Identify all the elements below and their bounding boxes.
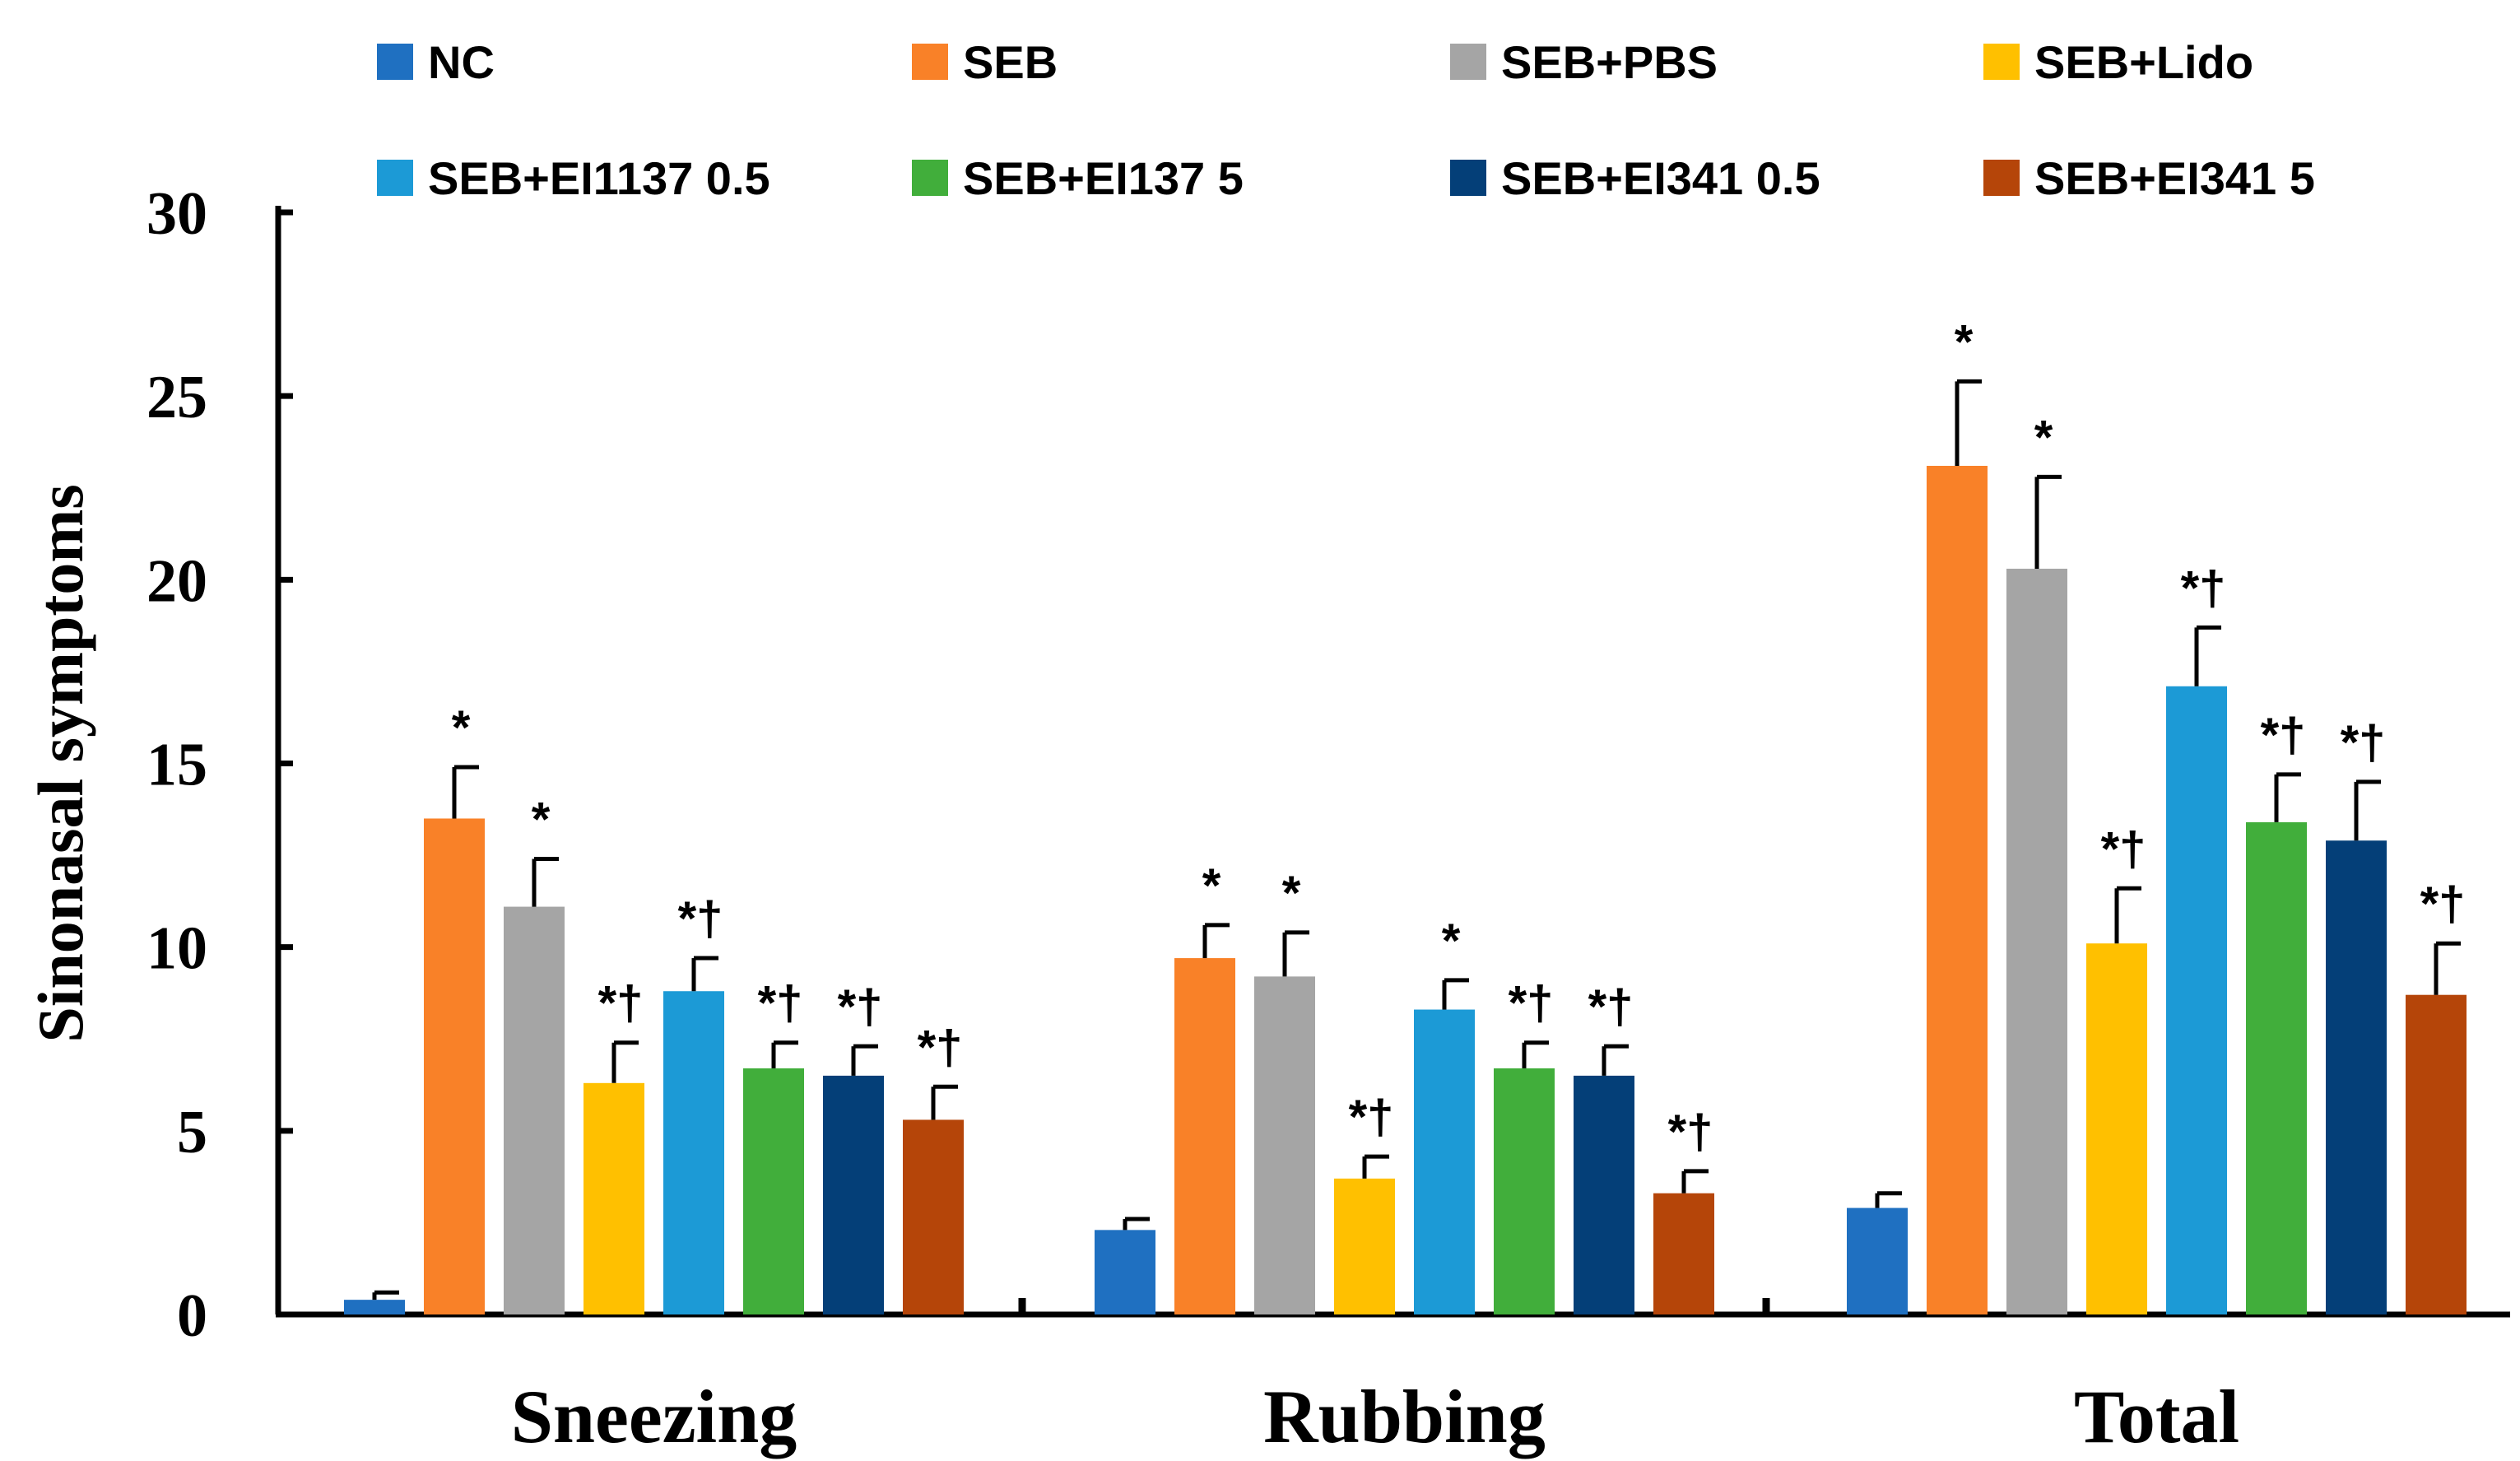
y-tick-label: 30: [146, 180, 207, 248]
y-tick-label: 25: [146, 364, 207, 431]
bar-rubbing-seb-ei1137-0-5: [1414, 1009, 1475, 1314]
y-tick-label: 0: [177, 1282, 207, 1350]
significance-label: *†: [1668, 1105, 1713, 1159]
bar-total-seb-ei341-0-5: [2326, 840, 2387, 1314]
x-category-label: Total: [2074, 1375, 2239, 1459]
legend: NC SEB SEB+PBS SEB+Lido SEB+EI1137 0.5 SEB+EI…: [377, 36, 2315, 204]
y-tick-label: 5: [177, 1099, 207, 1166]
y-tick-label: 20: [146, 547, 207, 615]
significance-label: *†: [838, 980, 883, 1034]
bar-total-seb: [1927, 465, 1988, 1314]
bar-sneezing-nc: [344, 1300, 405, 1314]
bar-rubbing-seb-ei341-0-5: [1574, 1075, 1634, 1314]
bar-rubbing-seb-pbs: [1254, 976, 1315, 1314]
significance-label: *: [1955, 315, 1974, 369]
significance-label: *: [1282, 867, 1301, 920]
bar-sneezing-seb: [424, 818, 485, 1314]
significance-label: *†: [2261, 709, 2306, 762]
bar-sneezing-seb-ei1137-0-5: [663, 991, 724, 1314]
significance-label: *†: [1349, 1091, 1394, 1144]
bar-rubbing-seb-lido: [1334, 1178, 1395, 1314]
bar-total-seb-ei137-5: [2246, 821, 2307, 1314]
significance-label: *†: [2101, 822, 2146, 876]
significance-label: *†: [2181, 561, 2226, 615]
significance-label: *: [2034, 411, 2053, 464]
legend-swatch-seb-pbs: [1450, 44, 1486, 80]
legend-label-seb-ei341-5: SEB+EI341 5: [2034, 152, 2315, 204]
x-category-label: Rubbing: [1263, 1375, 1546, 1459]
bar-rubbing-seb: [1174, 958, 1235, 1314]
legend-swatch-nc: [377, 44, 413, 80]
bar-sneezing-seb-ei137-5: [743, 1068, 804, 1314]
bar-sneezing-seb-pbs: [504, 906, 565, 1314]
bars: [344, 379, 2467, 1314]
significance-label: *†: [1588, 980, 1634, 1034]
x-category-label: Sneezing: [511, 1375, 797, 1459]
legend-label-seb-lido: SEB+Lido: [2034, 36, 2253, 88]
bar-sneezing-seb-ei341-5: [903, 1119, 964, 1314]
legend-swatch-seb: [912, 44, 948, 80]
bar-total-seb-lido: [2086, 943, 2147, 1314]
significance-label: *: [532, 793, 551, 847]
significance-label: *†: [2341, 716, 2386, 770]
legend-swatch-seb-lido: [1983, 44, 2020, 80]
bar-sneezing-seb-lido: [584, 1082, 644, 1314]
legend-label-seb: SEB: [963, 36, 1058, 88]
legend-label-seb-ei137-5: SEB+EI137 5: [963, 152, 1244, 204]
legend-label-seb-ei1137-0-5: SEB+EI1137 0.5: [428, 152, 770, 204]
legend-label-seb-pbs: SEB+PBS: [1501, 36, 1718, 88]
legend-label-seb-ei341-0-5: SEB+EI341 0.5: [1501, 152, 1820, 204]
y-tick-label: 10: [146, 915, 207, 983]
y-tick-label: 15: [146, 732, 207, 799]
legend-swatch-seb-ei1137-0-5: [377, 160, 413, 196]
axes: 0 5 10 15 20 25 30 Sinonasal symptoms Sneezing Ru…: [25, 180, 2510, 1459]
significance-label: *: [452, 701, 471, 755]
significance-label: *†: [918, 1021, 963, 1074]
significance-label: *†: [2420, 877, 2466, 931]
y-axis-label: Sinonasal symptoms: [25, 484, 96, 1042]
legend-label-nc: NC: [428, 36, 495, 88]
bar-total-seb-pbs: [2006, 568, 2067, 1314]
bar-total-nc: [1847, 1207, 1908, 1314]
significance-label: *†: [678, 892, 723, 946]
significance-label: *†: [1509, 977, 1554, 1031]
bar-sneezing-seb-ei341-0-5: [823, 1075, 884, 1314]
bar-rubbing-seb-ei137-5: [1494, 1068, 1555, 1314]
bar-total-seb-ei341-5: [2406, 994, 2467, 1314]
significance-label: *†: [598, 977, 644, 1031]
significance-label: *: [1442, 914, 1461, 968]
legend-swatch-seb-ei137-5: [912, 160, 948, 196]
bar-total-seb-ei1137-0-5: [2166, 686, 2227, 1314]
legend-swatch-seb-ei341-5: [1983, 160, 2020, 196]
bar-rubbing-seb-ei341-5: [1653, 1193, 1714, 1314]
significance-label: *†: [758, 977, 803, 1031]
legend-swatch-seb-ei341-0-5: [1450, 160, 1486, 196]
labels: * * *† *† *† *† *† * * *† * *† *† *† * * *† *† *† *† *†: [452, 315, 2466, 1159]
significance-label: *: [1202, 859, 1221, 913]
bar-rubbing-nc: [1095, 1230, 1155, 1314]
